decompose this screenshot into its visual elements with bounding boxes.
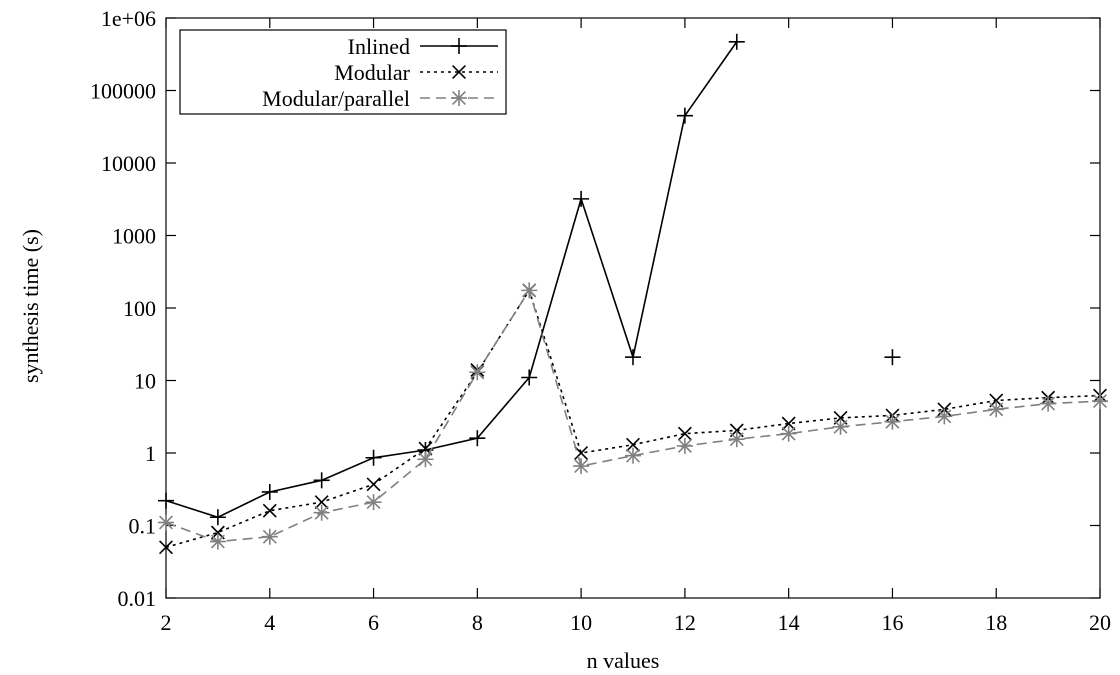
- legend-marker: [451, 90, 467, 106]
- data-point-extra: [884, 349, 901, 366]
- x-tick-label: 2: [161, 610, 172, 635]
- data-point: [261, 528, 278, 545]
- y-tick-label: 1e+06: [101, 6, 156, 31]
- data-point: [158, 514, 174, 531]
- data-point: [1040, 395, 1057, 412]
- data-point: [625, 447, 641, 464]
- y-tick-label: 0.01: [118, 586, 157, 611]
- series-modular-parallel: [158, 282, 1108, 550]
- series-inlined: [158, 33, 901, 526]
- data-point: [314, 495, 329, 510]
- data-point: [574, 446, 589, 460]
- data-point: [676, 437, 693, 454]
- x-tick-label: 4: [264, 610, 275, 635]
- data-point: [313, 504, 330, 521]
- x-tick-label: 16: [881, 610, 903, 635]
- data-point: [626, 437, 640, 452]
- data-point: [988, 401, 1005, 418]
- data-point: [573, 190, 590, 207]
- legend-entry: Modular: [334, 60, 498, 85]
- data-point: [676, 107, 693, 124]
- data-point: [677, 426, 692, 441]
- y-tick-label: 100000: [90, 79, 156, 104]
- legend-marker: [452, 65, 466, 79]
- y-tick-label: 10000: [101, 151, 156, 176]
- x-tick-label: 20: [1089, 610, 1111, 635]
- data-point: [728, 431, 745, 448]
- data-point: [262, 503, 277, 518]
- data-point: [625, 349, 641, 366]
- x-axis-title: n values: [587, 648, 660, 673]
- data-point: [417, 451, 434, 468]
- data-point: [469, 364, 486, 381]
- data-point: [1092, 393, 1108, 410]
- data-point: [521, 282, 538, 299]
- data-point: [159, 540, 173, 555]
- data-point: [936, 408, 953, 425]
- legend-entry: Inlined: [348, 34, 498, 59]
- data-point: [365, 494, 382, 511]
- data-point: [884, 413, 901, 430]
- y-tick-label: 100: [123, 296, 156, 321]
- x-tick-label: 14: [778, 610, 800, 635]
- legend-box: [179, 29, 507, 115]
- data-point: [728, 33, 745, 50]
- series-modular: [159, 283, 1107, 555]
- legend-label: Modular/parallel: [262, 86, 410, 111]
- legend-label: Modular: [334, 60, 410, 85]
- data-point: [209, 533, 226, 550]
- y-axis-title: synthesis time (s): [18, 229, 43, 383]
- data-point: [521, 369, 538, 386]
- data-point: [832, 418, 849, 435]
- x-tick-label: 18: [985, 610, 1007, 635]
- data-point: [209, 509, 226, 526]
- x-tick-label: 10: [570, 610, 592, 635]
- data-point: [365, 449, 382, 466]
- data-point: [780, 425, 797, 442]
- y-tick-label: 10: [134, 369, 156, 394]
- data-point: [366, 477, 381, 492]
- data-point: [781, 416, 796, 431]
- series-line: [165, 288, 1101, 549]
- data-point: [158, 492, 174, 509]
- x-tick-label: 8: [472, 610, 483, 635]
- x-tick-label: 12: [674, 610, 696, 635]
- y-tick-label: 1: [145, 441, 156, 466]
- legend-entry: Modular/parallel: [262, 86, 498, 111]
- y-tick-label: 1000: [112, 224, 156, 249]
- data-point: [313, 472, 330, 489]
- data-point: [469, 430, 486, 447]
- data-point: [261, 483, 278, 500]
- y-tick-label: 0.1: [129, 514, 157, 539]
- data-point: [573, 458, 590, 475]
- legend-label: Inlined: [348, 34, 410, 59]
- series-line: [165, 41, 738, 519]
- x-tick-label: 6: [368, 610, 379, 635]
- legend-marker: [451, 38, 467, 54]
